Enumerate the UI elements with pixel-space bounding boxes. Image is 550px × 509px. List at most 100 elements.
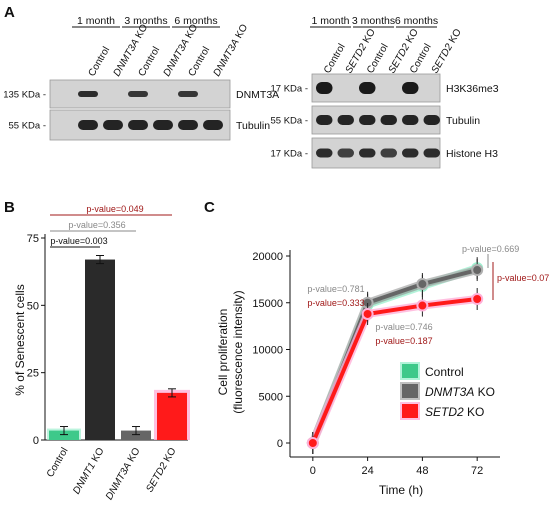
left-band [78, 120, 98, 130]
italic-part: DNMT3A [425, 385, 474, 399]
plain-part: KO [464, 405, 485, 419]
right-band [337, 148, 354, 158]
plain-part: Control [87, 45, 113, 78]
pvalue-label: p-value=0.356 [68, 220, 125, 230]
right-blot-frame [311, 73, 441, 103]
plain-part: KO [403, 27, 421, 48]
left-mw-marker: 135 KDa - [3, 90, 46, 101]
right-band [337, 115, 354, 125]
left-band [178, 120, 198, 130]
left-band [128, 120, 148, 130]
bar [85, 259, 115, 440]
panel-label-c: C [204, 199, 215, 216]
bar [49, 430, 79, 440]
x-tick-label: 72 [471, 465, 483, 477]
left-timepoint: 6 months [174, 15, 217, 27]
italic-part: SETD2 [430, 42, 456, 76]
category-label: DNMT3A KO [104, 446, 143, 502]
left-band [178, 91, 198, 97]
data-point [471, 264, 484, 277]
left-mw-marker: 55 KDa - [9, 121, 47, 132]
legend-swatch [402, 404, 418, 418]
left-band [153, 120, 173, 130]
pvalue-annotation: p-value=0.333 [307, 298, 364, 308]
legend-swatch [402, 364, 418, 378]
right-blot-strip [312, 74, 440, 102]
pvalue-annotation: p-value=0.781 [307, 284, 364, 294]
plain-part: KO [446, 27, 464, 48]
data-point [416, 299, 429, 312]
y-tick-label: 25 [27, 368, 39, 380]
category-label: Control [45, 446, 71, 479]
right-protein-label: H3K36me3 [446, 83, 499, 95]
left-blot-frame [49, 109, 231, 141]
left-lane-label: Control [137, 45, 163, 78]
right-band [316, 82, 333, 94]
category-label: DNMT1 KO [71, 446, 106, 496]
right-band [402, 148, 419, 158]
panel-label-b: B [4, 199, 15, 216]
right-blot-strip [312, 106, 440, 134]
proliferation-line-chart: 0 5000 10000 15000 20000 0 24 48 72 Time (h) Cell … [216, 244, 550, 497]
italic-part: DNMT3A [212, 37, 242, 78]
left-timepoint: 3 months [124, 15, 167, 27]
left-lane-label: DNMT3A KO [212, 22, 251, 78]
y-tick-label: 5000 [259, 391, 283, 403]
left-band [128, 91, 148, 97]
legend-label: DNMT3A KO [425, 385, 495, 399]
right-band [380, 148, 397, 158]
right-band [359, 115, 376, 125]
plain-part: KO [232, 22, 250, 43]
italic-part: SETD2 [425, 405, 464, 419]
right-protein-label: Histone H3 [446, 148, 498, 160]
left-lane-label: Control [187, 45, 213, 78]
right-mw-marker: 55 KDa - [271, 116, 309, 127]
left-lane-label: Control [87, 45, 113, 78]
left-band [203, 120, 223, 130]
right-band [423, 148, 440, 158]
data-point [416, 278, 429, 291]
right-timepoint: 1 month [312, 15, 350, 27]
right-band [380, 115, 397, 125]
pvalue-label: p-value=0.049 [86, 204, 143, 214]
plain-part: Control [187, 45, 213, 78]
plain-part: KO [124, 446, 142, 467]
pvalue-annotation: p-value=0.071 [497, 273, 550, 283]
legend-label: Control [425, 365, 464, 379]
plain-part: KO [88, 446, 106, 467]
right-band [316, 148, 333, 158]
plain-part: KO [160, 446, 178, 467]
right-lane-label: SETD2 KO [430, 27, 464, 76]
y-tick-label: 10000 [252, 345, 283, 357]
pvalue-annotation: p-value=0.669 [462, 244, 519, 254]
italic-part: SETD2 [144, 461, 170, 495]
data-point [306, 437, 319, 449]
right-band [359, 148, 376, 158]
legend-swatch [402, 384, 418, 398]
italic-part: DNMT3A [104, 461, 134, 502]
right-band [359, 82, 376, 94]
pvalue-annotation: p-value=0.746 [375, 322, 432, 332]
y-tick-label: 0 [277, 438, 283, 450]
data-point [471, 293, 484, 306]
y-tick-label: 0 [33, 435, 39, 447]
category-label: SETD2 KO [144, 446, 178, 495]
x-tick-label: 48 [416, 465, 428, 477]
right-blot-strip [312, 138, 440, 168]
series-line [310, 297, 478, 444]
left-band [78, 91, 98, 97]
right-band [423, 115, 440, 125]
x-tick-label: 24 [361, 465, 373, 477]
pvalue-label: p-value=0.003 [50, 236, 107, 246]
y-tick-label: 75 [27, 233, 39, 245]
panel-label-a: A [4, 4, 15, 21]
bar [121, 430, 151, 440]
y-axis-label: % of Senescent cells [13, 284, 27, 395]
left-timepoint: 1 month [77, 15, 115, 27]
y-axis-label: Cell proliferation [216, 309, 230, 396]
left-blot-frame [49, 79, 231, 109]
bar [157, 392, 187, 440]
y-tick-label: 15000 [252, 298, 283, 310]
